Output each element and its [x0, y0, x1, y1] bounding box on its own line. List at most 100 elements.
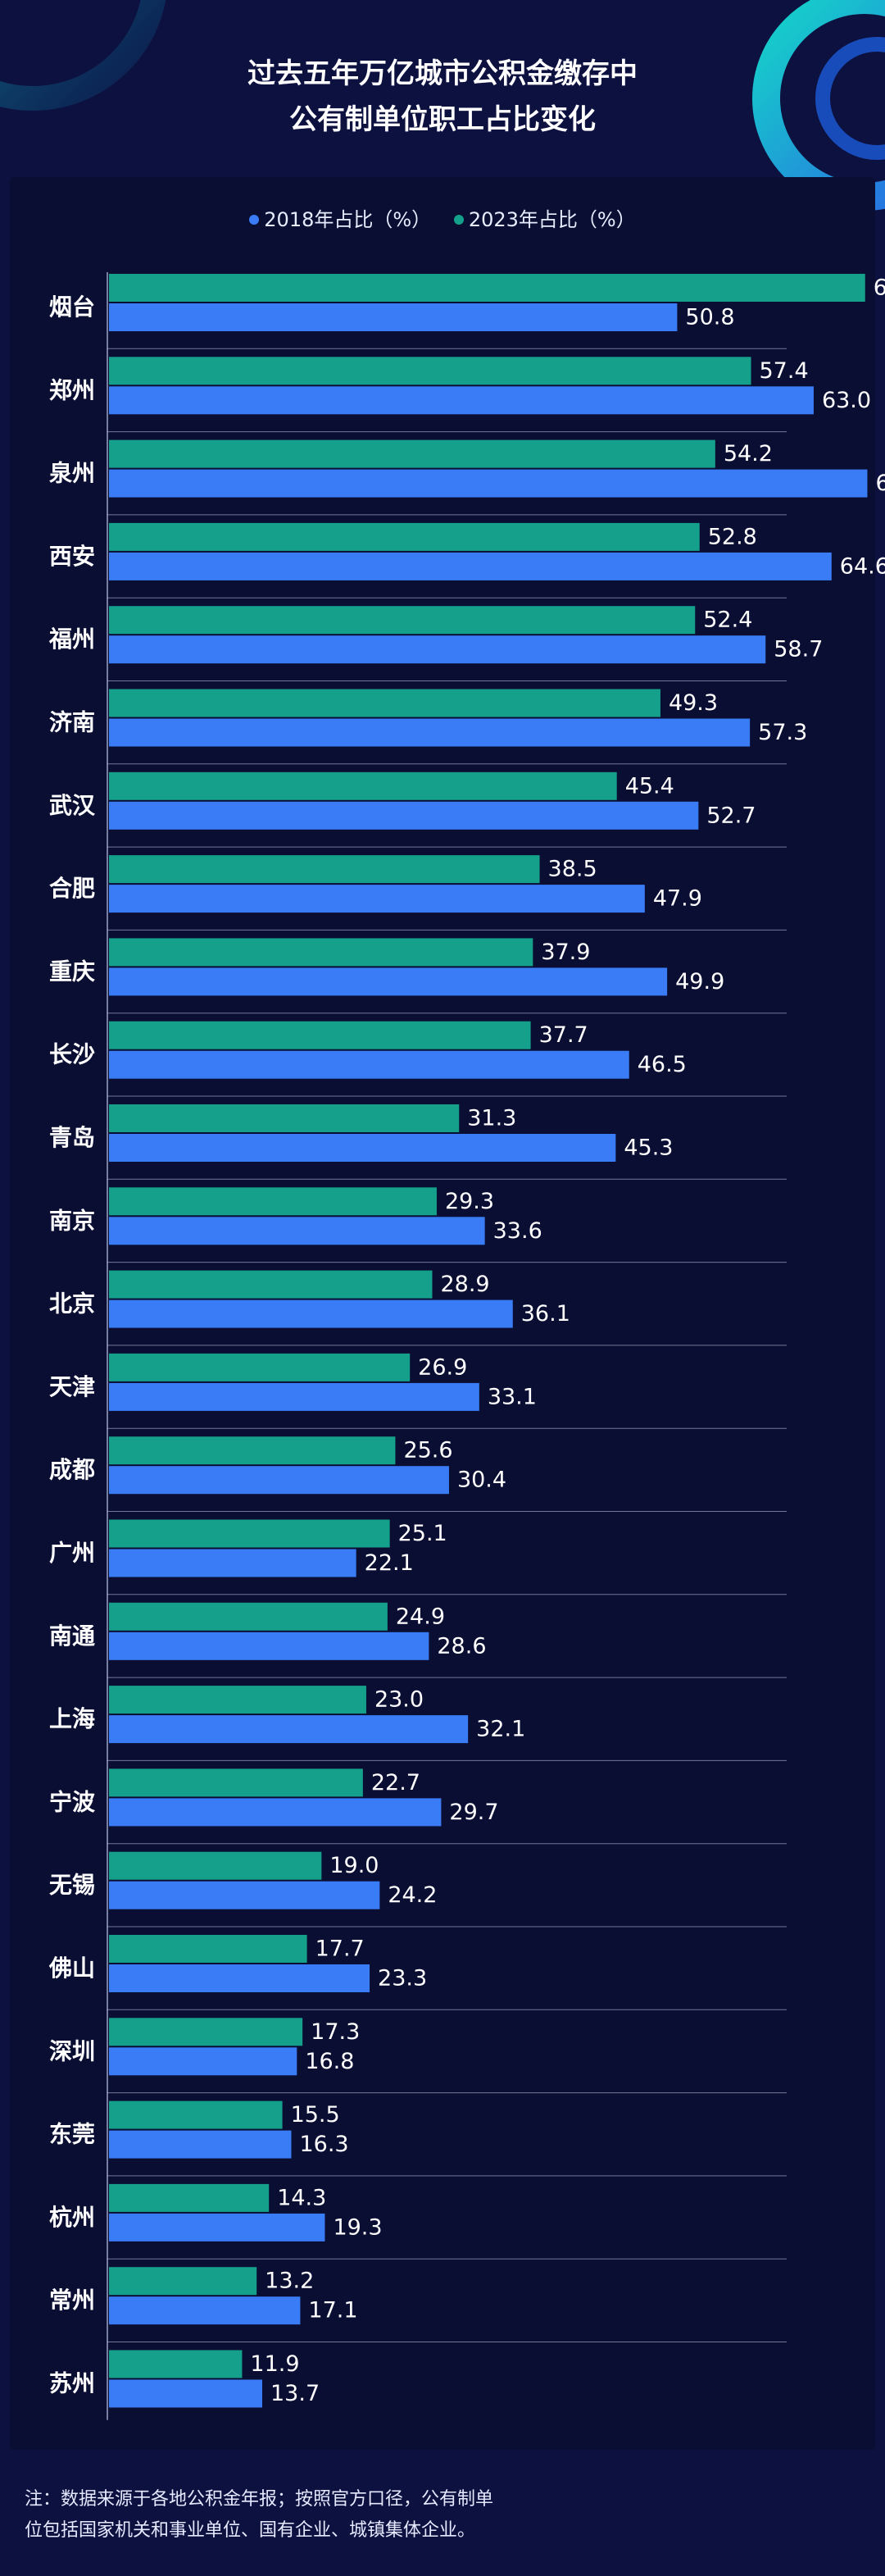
value-label-2018: 52.7: [706, 803, 756, 828]
category-label: 常州: [49, 2287, 95, 2314]
category-label: 东莞: [49, 2121, 95, 2148]
bar-2018: [109, 469, 868, 498]
value-label-2023: 26.9: [418, 1354, 467, 1380]
bar-2018: [109, 718, 751, 747]
value-label-2023: 29.3: [445, 1189, 494, 1214]
bar-2023: [109, 522, 700, 551]
category-label: 重庆: [49, 958, 95, 985]
value-label-2023: 37.9: [541, 940, 590, 965]
legend-item-2018: 2018年占比（%）: [249, 203, 431, 232]
value-label-2018: 67.8: [875, 471, 885, 496]
value-label-2018: 36.1: [521, 1301, 570, 1327]
value-label-2023: 23.0: [374, 1687, 424, 1713]
value-label-2018: 64.6: [840, 553, 885, 579]
bar-2023: [109, 855, 540, 884]
category-label: 天津: [49, 1373, 95, 1400]
bar-2018: [109, 1881, 380, 1909]
value-label-2023: 11.9: [250, 2351, 299, 2377]
bar-2018: [109, 2047, 297, 2076]
category-label: 泉州: [49, 460, 95, 487]
value-label-2023: 38.5: [548, 857, 597, 882]
value-label-2018: 58.7: [774, 637, 823, 662]
bar-2023: [109, 2350, 243, 2378]
category-label: 合肥: [49, 875, 95, 902]
value-label-2018: 32.1: [476, 1717, 525, 1742]
bar-2023: [109, 1436, 396, 1465]
value-label-2023: 45.4: [625, 773, 674, 799]
bar-2018: [109, 967, 668, 996]
bar-2018: [109, 1217, 485, 1245]
bar-2023: [109, 689, 660, 717]
bar-2023: [109, 274, 865, 302]
category-label: 上海: [49, 1705, 95, 1732]
value-label-2023: 25.6: [403, 1438, 452, 1463]
value-label-2023: 31.3: [467, 1106, 516, 1131]
value-label-2023: 13.2: [265, 2269, 314, 2294]
value-label-2023: 17.7: [315, 1937, 365, 1962]
bar-2018: [109, 2379, 263, 2408]
bar-2018: [109, 2130, 292, 2159]
bar-2018: [109, 1715, 469, 1744]
bar-2018: [109, 303, 678, 331]
value-label-2023: 49.3: [669, 690, 718, 716]
value-label-2018: 45.3: [624, 1136, 673, 1161]
category-label: 宁波: [49, 1788, 96, 1815]
bar-2023: [109, 357, 751, 385]
bar-2023: [109, 2183, 270, 2212]
bar-2023: [109, 606, 696, 635]
category-label: 南通: [49, 1623, 95, 1650]
bar-chart: 烟台 67.6 50.8 郑州 57.4 63.0 泉州 54.2 67.8 西安 52.8 64.6…: [48, 272, 885, 2420]
bar-2018: [109, 386, 814, 415]
bar-2018: [109, 1798, 442, 1827]
bar-2023: [109, 1686, 366, 1714]
category-label: 长沙: [49, 1041, 95, 1068]
value-label-2018: 16.8: [305, 2049, 354, 2074]
category-label: 成都: [49, 1456, 95, 1483]
legend-label-2023: 2023年占比（%）: [468, 208, 636, 231]
footnote-line1: 注：数据来源于各地公积金年报；按照官方口径，公有制单: [25, 2489, 494, 2510]
category-label: 深圳: [49, 2037, 95, 2064]
category-label: 佛山: [48, 1955, 95, 1982]
category-label: 郑州: [49, 376, 95, 403]
bar-2023: [109, 1519, 390, 1548]
legend-swatch-2023: [453, 215, 464, 225]
value-label-2023: 17.3: [311, 2019, 360, 2045]
bar-2023: [109, 1104, 460, 1132]
value-label-2018: 23.3: [378, 1966, 427, 1991]
legend-item-2023: 2023年占比（%）: [453, 203, 636, 232]
category-label: 西安: [49, 543, 95, 570]
bar-2023: [109, 1353, 411, 1381]
bar-2023: [109, 1021, 531, 1049]
value-label-2023: 25.1: [398, 1521, 447, 1546]
value-label-2018: 13.7: [270, 2381, 320, 2406]
bar-2018: [109, 1549, 356, 1577]
bar-2018: [109, 1299, 513, 1328]
bar-2023: [109, 2100, 283, 2129]
value-label-2023: 19.0: [329, 1853, 379, 1878]
value-label-2018: 33.6: [493, 1218, 542, 1244]
value-label-2018: 49.9: [675, 969, 724, 994]
value-label-2018: 57.3: [758, 720, 807, 745]
bar-2023: [109, 1187, 437, 1216]
chart-title: 过去五年万亿城市公积金缴存中 公有制单位职工占比变化: [0, 51, 885, 143]
value-label-2023: 15.5: [291, 2102, 340, 2128]
bar-2023: [109, 439, 715, 468]
value-label-2018: 24.2: [388, 1882, 437, 1908]
bar-2018: [109, 1382, 479, 1411]
value-label-2018: 47.9: [653, 886, 702, 912]
category-label: 杭州: [49, 2204, 95, 2231]
value-label-2023: 52.8: [708, 524, 757, 549]
legend: 2018年占比（%） 2023年占比（%）: [0, 203, 885, 232]
bar-2018: [109, 635, 766, 664]
chart-title-line1: 过去五年万亿城市公积金缴存中: [247, 57, 638, 90]
value-label-2018: 17.1: [308, 2298, 357, 2323]
value-label-2018: 30.4: [457, 1468, 506, 1493]
value-label-2023: 52.4: [703, 608, 752, 633]
bar-2018: [109, 801, 699, 830]
bar-2023: [109, 1935, 307, 1963]
bar-2023: [109, 1768, 363, 1797]
bar-2018: [109, 1050, 629, 1079]
category-label: 济南: [49, 709, 95, 736]
legend-label-2018: 2018年占比（%）: [264, 208, 432, 231]
chart-title-line2: 公有制单位职工占比变化: [289, 103, 596, 136]
